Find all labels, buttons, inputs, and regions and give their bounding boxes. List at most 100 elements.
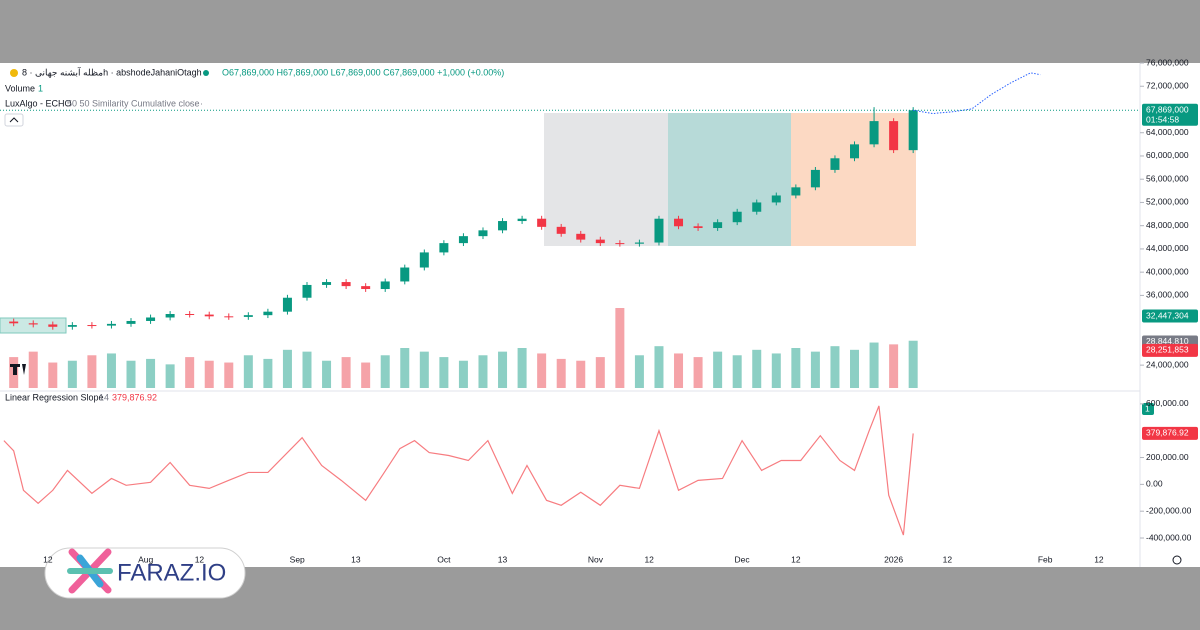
volume-bar <box>713 351 723 388</box>
candle-body <box>302 284 312 298</box>
volume-length: 1 <box>38 83 43 93</box>
x-tick-label: 12 <box>943 554 953 564</box>
x-tick-label: 12 <box>644 554 654 564</box>
y-tick-label: 56,000,000 <box>1146 173 1189 183</box>
price-label: 28,251,853 <box>1146 345 1189 355</box>
price-label: 32,447,304 <box>1146 310 1189 320</box>
echo-region <box>668 113 791 246</box>
volume-bar <box>380 355 390 388</box>
volume-bar <box>830 346 840 388</box>
volume-bar <box>908 340 918 388</box>
candle-body <box>908 110 918 151</box>
candle-body <box>732 211 742 223</box>
candle-body <box>419 252 429 268</box>
candle-body <box>165 314 175 318</box>
y-tick-label: -400,000.00 <box>1146 532 1192 542</box>
candle-body <box>146 317 156 321</box>
settings-icon[interactable] <box>1172 555 1182 565</box>
volume-bar <box>752 349 762 388</box>
volume-label: Volume <box>5 83 35 93</box>
volume-bar <box>322 360 332 388</box>
candle-body <box>752 202 762 212</box>
candle-body <box>400 267 410 282</box>
symbol-title: مظله آبشنه جهانی · 8h · abshodeJahaniOta… <box>22 66 202 78</box>
candle-body <box>634 242 644 244</box>
candle-body <box>439 243 449 253</box>
candle-body <box>830 158 840 170</box>
collapse-button[interactable] <box>4 113 24 127</box>
candle-body <box>556 226 566 234</box>
candle-body <box>67 325 77 327</box>
x-tick-label: Oct <box>437 554 451 564</box>
volume-bar <box>282 349 292 388</box>
candle-body <box>576 233 586 240</box>
collapse-icon <box>9 117 19 123</box>
candle-body <box>28 323 38 325</box>
x-tick-label: 13 <box>351 554 361 564</box>
candle-body <box>595 239 605 244</box>
x-tick-label: 13 <box>498 554 508 564</box>
volume-bar <box>165 364 175 388</box>
volume-bar <box>419 351 429 388</box>
candle-body <box>361 286 371 290</box>
candle-body <box>48 324 58 327</box>
candle-body <box>126 320 136 324</box>
overlay-params: 50 50 Similarity Cumulative close <box>67 98 200 108</box>
countdown: 01:54:58 <box>1146 114 1179 124</box>
y-tick-label: 44,000,000 <box>1146 243 1189 253</box>
candle-body <box>674 218 684 227</box>
candle-body <box>106 323 116 326</box>
candle-body <box>537 218 547 227</box>
candle-body <box>713 222 723 229</box>
overlay-label: LuxAlgo - ECHO <box>5 98 72 108</box>
volume-bar <box>87 355 97 388</box>
x-tick-label: 12 <box>195 554 205 564</box>
candle-body <box>791 187 801 196</box>
volume-bar <box>576 360 586 388</box>
candle-body <box>282 297 292 312</box>
candle-body <box>243 315 253 317</box>
x-tick-label: Sep <box>290 554 305 564</box>
candle-body <box>341 282 351 287</box>
price-label-box <box>1142 103 1198 126</box>
candle-body <box>87 325 97 327</box>
indicator-value: 379,876.92 <box>112 392 157 402</box>
volume-bar <box>204 360 214 388</box>
ohlc: O67,869,000 H67,869,000 L67,869,000 C67,… <box>222 67 504 77</box>
volume-bar <box>126 360 136 388</box>
candle-body <box>458 236 468 244</box>
volume-bar <box>517 348 527 388</box>
volume-bar <box>263 358 273 388</box>
volume-bar <box>400 348 410 388</box>
volume-bar <box>106 353 116 388</box>
indicator-params: 14 <box>99 392 109 402</box>
volume-bar <box>361 362 371 388</box>
volume-bar <box>439 357 449 388</box>
volume-bar <box>595 357 605 388</box>
overlay-menu[interactable]: · · · <box>189 98 203 108</box>
volume-bar <box>48 362 58 388</box>
candle-body <box>322 282 332 285</box>
y-tick-label: 600,000.00 <box>1146 398 1189 408</box>
x-tick-label: 12 <box>43 554 53 564</box>
top-band <box>0 0 1200 63</box>
echo-region <box>544 113 668 246</box>
price-label-box <box>1142 343 1198 357</box>
volume-length-box <box>1142 403 1154 415</box>
candle-body <box>517 218 527 222</box>
y-tick-label: 52,000,000 <box>1146 197 1189 207</box>
y-tick-label: 76,000,000 <box>1146 57 1189 67</box>
price-label-box <box>1142 309 1198 323</box>
indicator-line <box>3 405 914 536</box>
symbol-icon <box>10 69 18 77</box>
volume-bar <box>302 351 312 388</box>
y-tick-label: 48,000,000 <box>1146 220 1189 230</box>
candle-body <box>204 314 214 317</box>
y-tick-label: 24,000,000 <box>1146 359 1189 369</box>
volume-bar <box>850 349 860 388</box>
volume-bar <box>791 348 801 388</box>
candle-body <box>693 226 703 229</box>
candle-body <box>380 281 390 290</box>
volume-bar <box>185 357 195 388</box>
